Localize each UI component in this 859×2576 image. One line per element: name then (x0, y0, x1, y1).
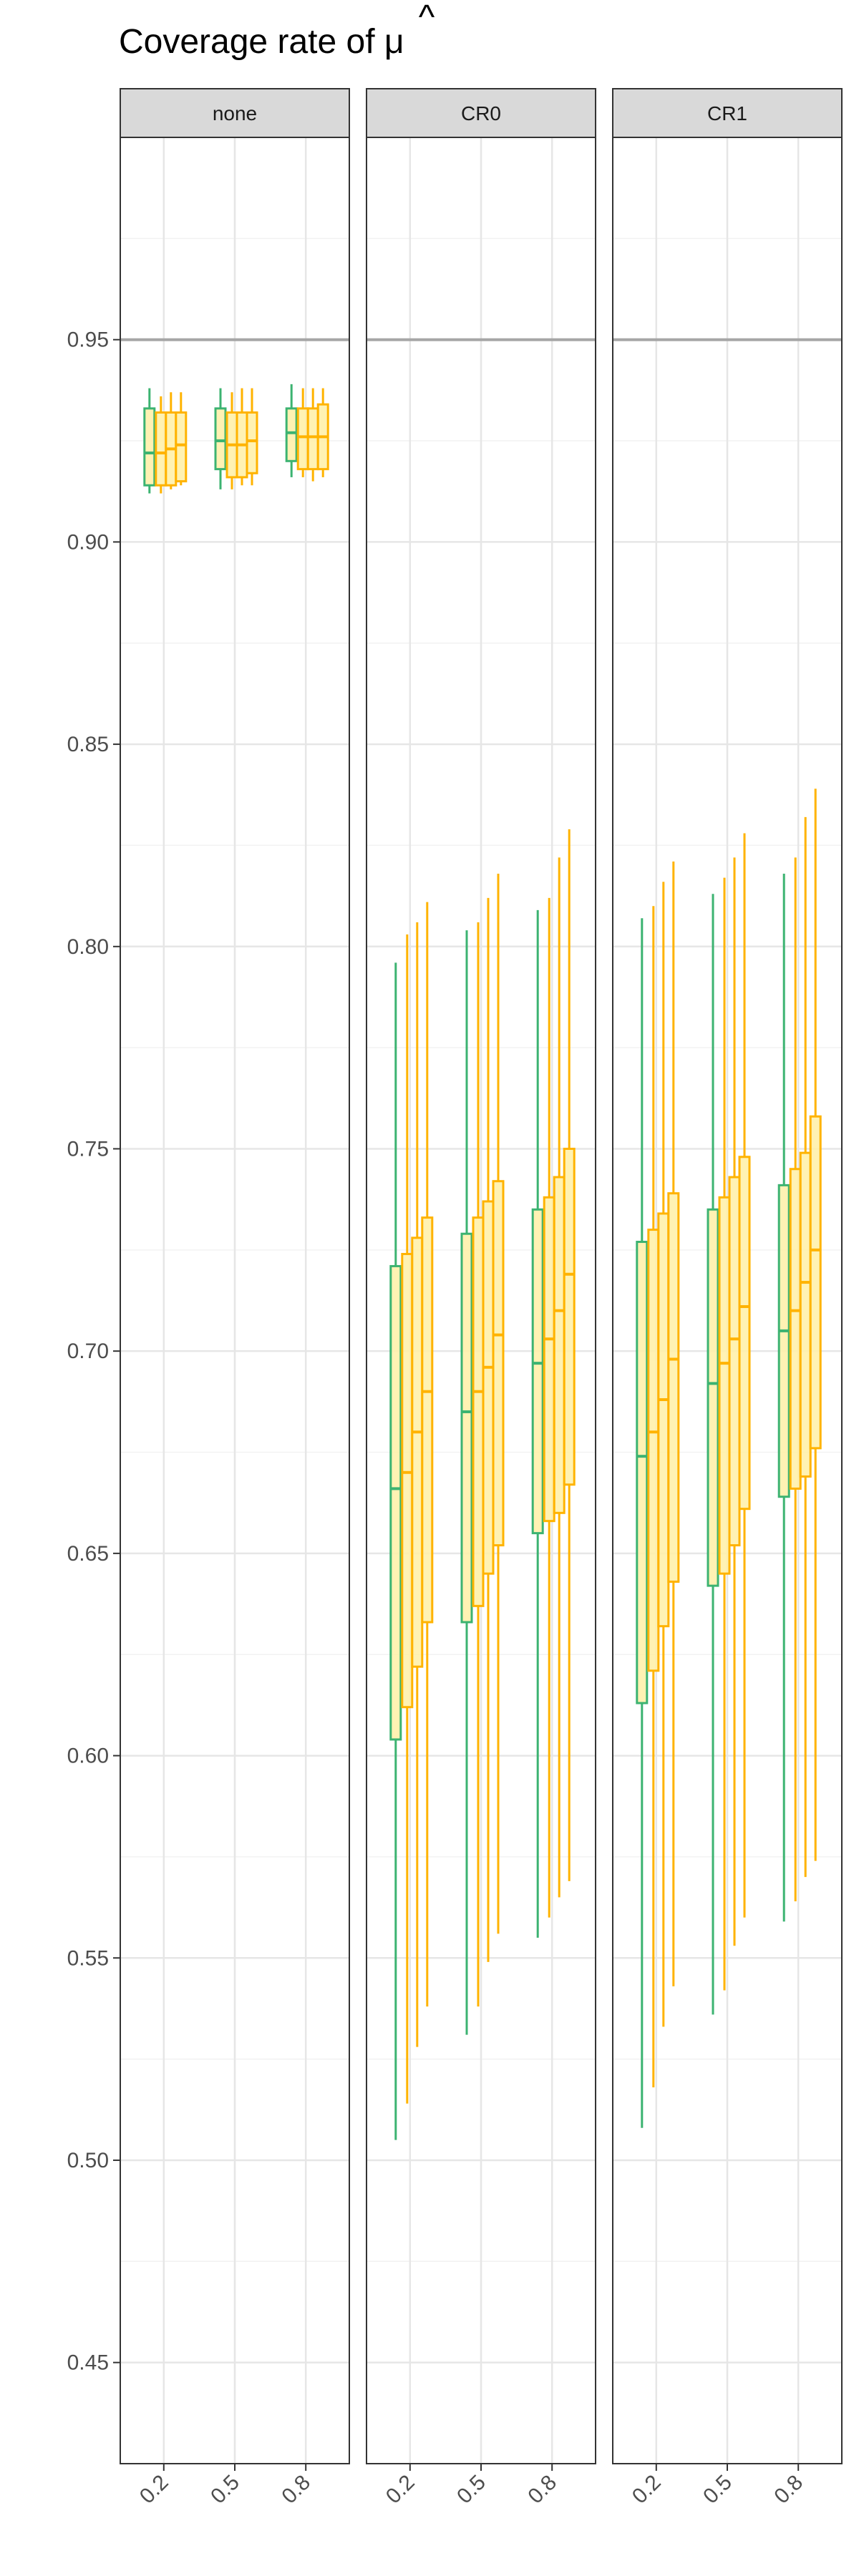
x-tick-label: 0.8 (277, 2471, 315, 2509)
box-cr0-0.2-3 (421, 902, 434, 2007)
box-cr0-0.8-3 (563, 829, 576, 1881)
box-cr1-0.5-3 (738, 833, 751, 1918)
panel-none: none 0.2 0.5 0.8 (120, 88, 350, 2509)
box-cr1-0.5-1 (718, 877, 731, 1991)
box-body (718, 1196, 731, 1575)
chart-title: Coverage rate of μ (119, 23, 404, 61)
box-body (389, 1264, 402, 1741)
x-tick-label: 0.8 (770, 2471, 807, 2509)
y-tick-label: 0.45 (67, 2351, 109, 2375)
facet-strip (612, 88, 843, 138)
box-cr0-0.2-1 (401, 934, 414, 2104)
box-cr1-0.5-0 (707, 894, 719, 2015)
box-body (728, 1176, 741, 1547)
box-cr0-0.2-0 (389, 962, 402, 2140)
box-cr1-0.8-2 (799, 816, 812, 1878)
box-body (636, 1241, 649, 1704)
x-tick-label: 0.2 (135, 2471, 173, 2509)
box-body (155, 411, 168, 487)
box-body (543, 1196, 555, 1523)
box-body (789, 1168, 802, 1490)
panel-cr0: CR0 0.2 0.5 0.8 (366, 88, 596, 2509)
box-body (777, 1184, 790, 1498)
box-cr0-0.5-0 (460, 930, 473, 2035)
x-tick-label: 0.5 (452, 2471, 490, 2509)
y-tick-label: 0.85 (67, 733, 109, 756)
box-body (482, 1200, 495, 1575)
box-cr0-0.8-2 (553, 857, 566, 1898)
box-none-0.2-2 (165, 392, 178, 489)
y-tick-label: 0.55 (67, 1946, 109, 1970)
box-body (285, 407, 298, 462)
box-body (738, 1156, 751, 1511)
facet-strip-label: none (213, 102, 257, 125)
box-cr0-0.2-2 (411, 922, 424, 2047)
box-cr1-0.8-3 (809, 789, 822, 1861)
y-tick-label: 0.70 (67, 1340, 109, 1363)
box-none-0.5-2 (236, 388, 248, 486)
box-body (460, 1232, 473, 1624)
y-tick-label: 0.80 (67, 935, 109, 959)
y-tick-label: 0.90 (67, 530, 109, 554)
box-cr0-0.5-2 (482, 897, 495, 1962)
box-none-0.8-0 (285, 384, 298, 477)
box-body (246, 411, 258, 474)
box-none-0.8-3 (316, 388, 329, 477)
box-body (553, 1176, 566, 1514)
box-none-0.2-0 (143, 388, 156, 494)
panel-cr1: CR1 0.2 0.5 0.8 (612, 88, 843, 2509)
y-tick-label: 0.50 (67, 2149, 109, 2172)
title-mu-hat: ^ (419, 0, 435, 36)
box-body (296, 407, 309, 471)
y-axis: 0.45 0.50 0.55 0.60 0.65 0.70 0.75 0.80 0.85 0.90… (67, 328, 120, 2375)
box-body (214, 407, 227, 471)
box-body (809, 1115, 822, 1450)
box-cr0-0.5-3 (492, 874, 505, 1934)
box-none-0.5-3 (246, 388, 258, 486)
box-cr1-0.8-0 (777, 874, 790, 1922)
box-body (472, 1216, 485, 1607)
x-tick-label: 0.5 (206, 2471, 244, 2509)
facet-panels: none 0.2 0.5 0.8 CR0 0.2 0.5 0.8 CR1 0.2 0.5 0.8 (120, 88, 843, 2509)
facet-strip (366, 88, 596, 138)
x-tick-label: 0.8 (523, 2471, 561, 2509)
x-tick-label: 0.5 (699, 2471, 737, 2509)
box-body (707, 1208, 719, 1587)
facet-strip-label: CR1 (707, 102, 747, 125)
x-tick-label: 0.2 (628, 2471, 666, 2509)
facet-strip-label: CR0 (461, 102, 501, 125)
facet-strip (120, 88, 350, 138)
box-none-0.2-3 (175, 392, 188, 486)
box-cr1-0.2-0 (636, 918, 649, 2128)
title-mu-symbol: μ (384, 23, 404, 61)
y-tick-label: 0.60 (67, 1745, 109, 1768)
box-cr0-0.8-0 (531, 909, 544, 1938)
box-cr1-0.2-3 (667, 862, 680, 1986)
y-tick-label: 0.75 (67, 1137, 109, 1161)
box-body (531, 1208, 544, 1535)
box-body (492, 1180, 505, 1547)
y-tick-label: 0.95 (67, 328, 109, 352)
box-body (657, 1212, 670, 1628)
box-body (306, 407, 319, 471)
box-none-0.5-0 (214, 388, 227, 489)
box-body (563, 1147, 576, 1486)
box-body (401, 1252, 414, 1709)
box-body (799, 1151, 812, 1478)
y-tick-label: 0.65 (67, 1542, 109, 1566)
x-tick-label: 0.2 (382, 2471, 419, 2509)
box-body (667, 1192, 680, 1583)
box-body (647, 1229, 660, 1672)
box-body (175, 411, 188, 483)
box-body (411, 1236, 424, 1668)
box-body (143, 407, 156, 487)
box-body (421, 1216, 434, 1624)
